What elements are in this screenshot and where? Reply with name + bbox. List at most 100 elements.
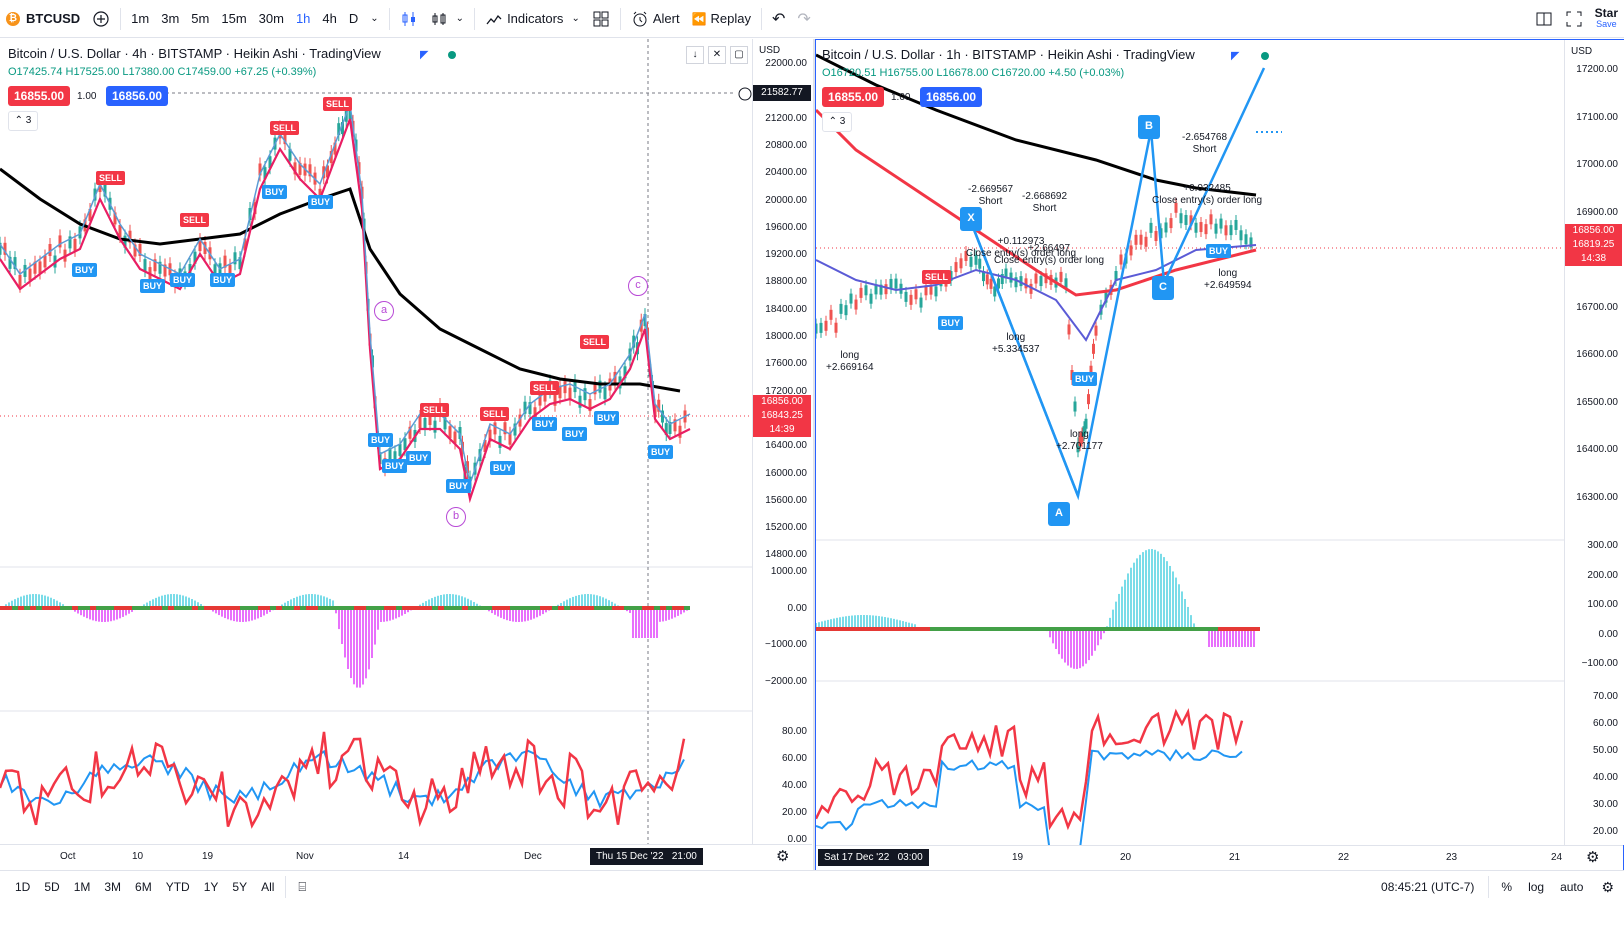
candle-body — [603, 387, 607, 400]
candle-body — [43, 255, 47, 268]
candle-body — [118, 225, 122, 238]
interval-group: 1m 3m 5m 15m 30m 1h 4h D ⌄ — [125, 0, 385, 37]
candle-body — [333, 142, 337, 155]
sell-signal-label: SELL — [530, 381, 560, 395]
percent-toggle[interactable]: % — [1501, 880, 1513, 894]
candle-body — [337, 123, 341, 136]
currency-label[interactable]: USD — [759, 45, 781, 56]
range-1d[interactable]: 1D — [15, 880, 31, 894]
time-tick: 19 — [202, 851, 214, 862]
candle-body — [668, 421, 672, 434]
candle-body — [964, 250, 968, 261]
right-chart-status-icon: ◤ — [1231, 50, 1240, 62]
candle-body — [1092, 343, 1095, 354]
chart-separator[interactable] — [813, 39, 815, 871]
time-tick: 21 — [1229, 852, 1241, 863]
maximize-button[interactable]: ▢ — [730, 46, 748, 64]
redo-button[interactable]: ↷ — [791, 0, 816, 37]
log-toggle[interactable]: log — [1528, 880, 1545, 894]
sell-signal-label: SELL — [580, 335, 610, 349]
interval-5m[interactable]: 5m — [191, 11, 210, 26]
interval-D[interactable]: D — [348, 11, 359, 26]
left-price-axis[interactable]: USD 22000.0021600.0021200.0020800.002040… — [752, 39, 813, 869]
candle-body — [423, 418, 427, 431]
time-tick: 23 — [1446, 852, 1458, 863]
settings-gear-icon[interactable]: ⚙ — [1586, 849, 1600, 866]
range-1y[interactable]: 1Y — [203, 880, 219, 894]
close-button[interactable]: ✕ — [708, 46, 726, 64]
arrow-down-button[interactable]: ↓ — [686, 46, 704, 64]
range-all[interactable]: All — [261, 880, 275, 894]
interval-3m[interactable]: 3m — [161, 11, 180, 26]
interval-15m[interactable]: 15m — [221, 11, 247, 26]
trade-annotation: +0.032485 Close entry(s) order long — [1152, 183, 1263, 206]
candle-body — [488, 429, 492, 442]
star-save-button[interactable]: Star Save — [1589, 0, 1624, 37]
interval-30m[interactable]: 30m — [258, 11, 284, 26]
right-time-axis[interactable]: 19 20 21 22 23 24 Sat 17 Dec '22 03:00 ⚙ — [816, 845, 1623, 870]
candle-body — [1067, 324, 1071, 335]
trade-annotation: -2.654768 Short — [1182, 132, 1228, 155]
right-chart[interactable]: Bitcoin / U.S. Dollar · 1h · BITSTAMP · … — [815, 39, 1624, 871]
candle-body — [829, 309, 833, 320]
left-chart-canvas[interactable] — [0, 39, 752, 869]
left-time-axis[interactable]: Oct 10 19 Nov 14 Dec Thu 15 Dec '22 21:00 ⚙ — [0, 844, 812, 869]
interval-4h[interactable]: 4h — [322, 11, 337, 26]
chevron-down-icon[interactable]: ⌄ — [370, 13, 379, 24]
candle-body — [1234, 219, 1238, 230]
candle-body — [403, 438, 407, 451]
current-price: 16819.25 — [1572, 239, 1615, 250]
currency-label[interactable]: USD — [1571, 46, 1593, 57]
undo-button[interactable]: ↶ — [766, 0, 791, 37]
candle-body — [466, 461, 469, 474]
candle-body — [959, 258, 963, 269]
crosshair-time-label: Thu 15 Dec '22 21:00 — [590, 848, 703, 865]
sell-signal-label: SELL — [323, 97, 353, 111]
right-price-axis[interactable]: USD 17200.0017100.0017000.0016900.001680… — [1564, 40, 1624, 845]
interval-1h[interactable]: 1h — [295, 11, 311, 26]
ohlc-high: H17525.00 — [65, 66, 120, 78]
settings-gear-icon[interactable]: ⚙ — [1601, 878, 1614, 895]
right-buy-price-button[interactable]: 16856.00 — [920, 87, 983, 107]
left-sell-price-button[interactable]: 16855.00 — [8, 86, 71, 106]
axis-tick: 19200.00 — [765, 249, 807, 261]
replay-button[interactable]: ⏪ Replay — [686, 0, 757, 37]
date-range-icon[interactable]: ⌸ — [298, 879, 307, 894]
axis-tick: 17000.00 — [1576, 159, 1618, 170]
candle-body — [293, 162, 297, 175]
bar-type-button[interactable]: ⌄ — [424, 0, 470, 37]
indicators-icon — [486, 14, 502, 24]
right-sell-price-button[interactable]: 16855.00 — [822, 87, 885, 107]
buy-signal-label: BUY — [368, 433, 394, 447]
range-6m[interactable]: 6M — [135, 880, 152, 894]
right-chart-canvas[interactable] — [816, 40, 1564, 845]
layout-button[interactable] — [586, 0, 616, 37]
candle-body — [1189, 215, 1193, 226]
candle-body — [929, 284, 933, 295]
left-buy-price-button[interactable]: 16856.00 — [106, 86, 169, 106]
auto-toggle[interactable]: auto — [1560, 880, 1584, 894]
candle-body — [593, 382, 597, 395]
indicators-button[interactable]: Indicators ⌄ — [479, 0, 586, 37]
right-indicator-toggle[interactable]: ⌃ 3 — [822, 112, 852, 132]
range-5y[interactable]: 5Y — [232, 880, 248, 894]
clock-label[interactable]: 08:45:21 (UTC-7) — [1381, 880, 1475, 894]
ma-black-line — [816, 53, 1257, 197]
range-1m[interactable]: 1M — [73, 880, 91, 894]
settings-gear-icon[interactable]: ⚙ — [776, 848, 790, 865]
left-indicator-toggle[interactable]: ⌃ 3 — [8, 111, 38, 131]
left-chart[interactable]: Bitcoin / U.S. Dollar · 4h · BITSTAMP · … — [0, 39, 813, 871]
bottom-toolbar: 1D 5D 1M 3M 6M YTD 1Y 5Y All ⌸ 08:45:21 (UTC-7) … — [0, 870, 1624, 903]
alert-button[interactable]: Alert — [625, 0, 686, 37]
compare-button[interactable] — [86, 0, 116, 37]
range-3m[interactable]: 3M — [104, 880, 122, 894]
range-ytd[interactable]: YTD — [165, 880, 190, 894]
symbol-search[interactable]: ₿ BTCUSD — [0, 0, 86, 37]
candle-body — [418, 416, 422, 429]
fullscreen-button[interactable] — [1559, 0, 1589, 37]
layout-split-button[interactable] — [1529, 0, 1559, 37]
interval-1m[interactable]: 1m — [131, 11, 150, 26]
symbol-label: BTCUSD — [26, 11, 81, 26]
chart-type-button[interactable] — [394, 0, 424, 37]
range-5d[interactable]: 5D — [44, 880, 60, 894]
